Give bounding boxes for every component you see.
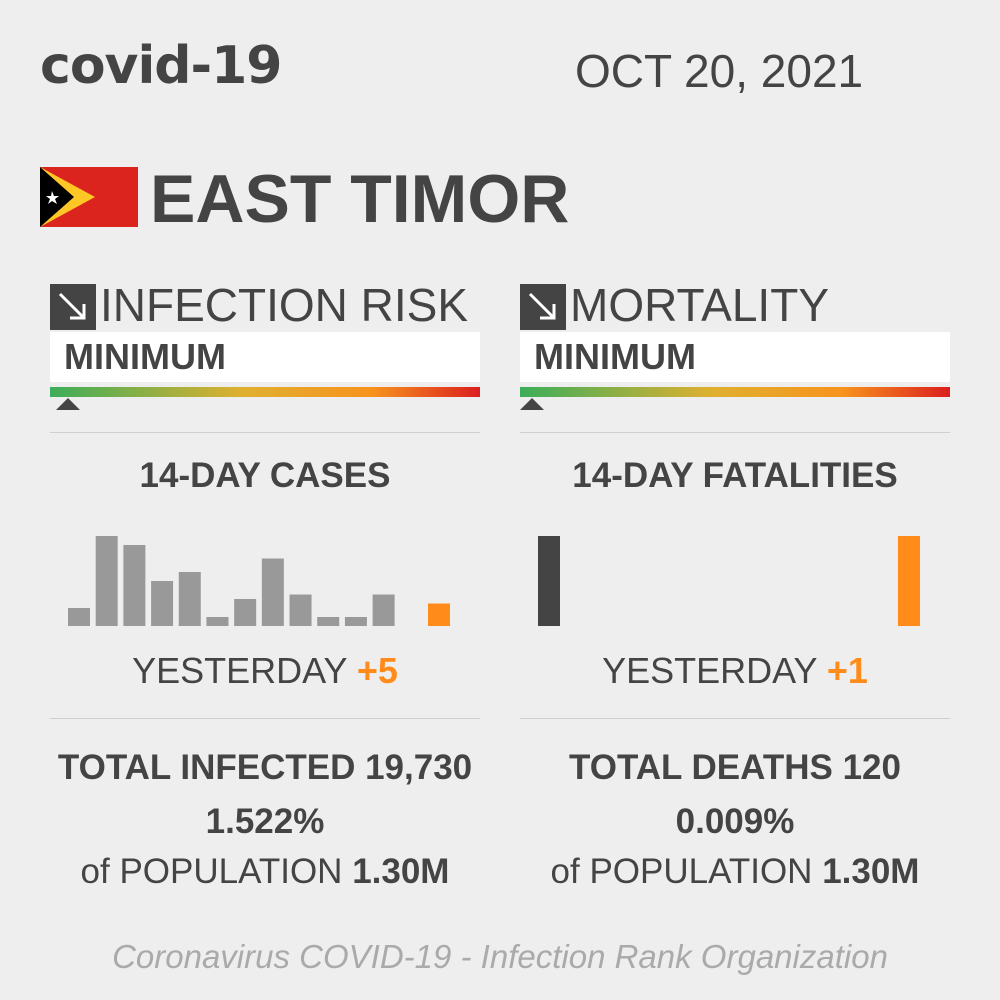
bar (206, 617, 229, 626)
separator (50, 432, 480, 433)
total-value: 120 (842, 748, 901, 787)
risk-title: INFECTION RISK (100, 279, 469, 331)
risk-title: MORTALITY (570, 279, 829, 331)
population-value: 1.30M (822, 852, 920, 891)
chart-title: 14-DAY CASES (50, 456, 480, 496)
total-label: TOTAL DEATHS (569, 748, 833, 787)
bar (123, 545, 146, 626)
separator (520, 718, 950, 719)
bar (289, 594, 312, 626)
yesterday-label: YESTERDAY (602, 650, 817, 691)
chart-title: 14-DAY FATALITIES (572, 456, 898, 495)
chart-title: 14-DAY CASES (139, 456, 391, 495)
yesterday: YESTERDAY +5 (50, 650, 480, 692)
risk-level: MINIMUM (534, 336, 696, 377)
yesterday-value: +5 (356, 650, 398, 691)
bar (317, 617, 340, 626)
bar (538, 536, 560, 626)
country: EAST TIMOR (150, 161, 570, 237)
total-label: TOTAL INFECTED (57, 748, 356, 787)
percent: 0.009% (520, 802, 950, 842)
yesterday-bar (898, 536, 920, 626)
total: TOTAL INFECTED 19,730 (50, 748, 480, 788)
percent: 1.522% (50, 802, 480, 842)
bar (151, 581, 174, 626)
bar (178, 572, 201, 626)
separator (50, 718, 480, 719)
bar (372, 594, 395, 626)
percent: 1.522% (205, 802, 325, 841)
bar (261, 558, 284, 626)
total-value: 19,730 (365, 748, 473, 787)
population: of POPULATION 1.30M (50, 852, 480, 892)
bar (68, 608, 90, 626)
percent: 0.009% (675, 802, 795, 841)
bar-charts (68, 536, 920, 626)
title: covid-19 (40, 36, 282, 96)
population: of POPULATION 1.30M (520, 852, 950, 892)
flag (40, 167, 138, 227)
yesterday: YESTERDAY +1 (520, 650, 950, 692)
separator (520, 432, 950, 433)
yesterday-bar (428, 603, 450, 626)
bar (344, 617, 367, 626)
bar (234, 599, 257, 626)
population-value: 1.30M (352, 852, 450, 891)
population-label: of POPULATION (550, 852, 813, 891)
date: OCT 20, 2021 (575, 45, 864, 97)
population-label: of POPULATION (80, 852, 343, 891)
footer: Coronavirus COVID-19 - Infection Rank Or… (112, 938, 888, 975)
yesterday-label: YESTERDAY (132, 650, 347, 691)
bar (95, 536, 118, 626)
risk-meter (50, 284, 950, 410)
yesterday-value: +1 (826, 650, 868, 691)
risk-level: MINIMUM (64, 336, 226, 377)
chart-title: 14-DAY FATALITIES (520, 456, 950, 496)
total: TOTAL DEATHS 120 (520, 748, 950, 788)
